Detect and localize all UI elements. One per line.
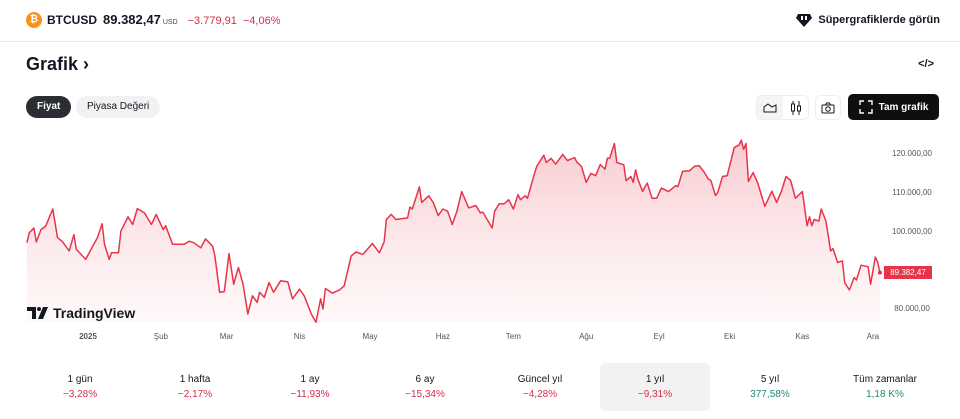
period-change: −15,34% (405, 389, 445, 400)
x-tick-label: Ağu (579, 332, 594, 341)
tab-price[interactable]: Fiyat (26, 96, 72, 118)
symbol-name: BTCUSD (47, 13, 97, 27)
chart-section-title[interactable]: Grafik › (26, 54, 89, 75)
period-6[interactable]: 5 yıl 377,58% (715, 363, 825, 411)
x-tick-label: Haz (435, 332, 450, 341)
tradingview-logo: TradingView (27, 305, 135, 321)
period-5[interactable]: 1 yıl −9,31% (600, 363, 710, 411)
period-label: Tüm zamanlar (853, 374, 917, 385)
period-change: −9,31% (637, 389, 673, 400)
area-chart-icon (763, 102, 777, 112)
supercharts-label: Süpergrafiklerde görün (818, 14, 940, 26)
period-label: Güncel yıl (517, 374, 563, 385)
embed-code-icon[interactable]: </> (918, 58, 934, 70)
chart-type-group (756, 95, 809, 120)
fullscreen-label: Tam grafik (878, 101, 929, 113)
symbol-header (0, 0, 960, 42)
period-7[interactable]: Tüm zamanlar 1,18 K% (830, 363, 940, 411)
last-price-tag: 89.382,47 (884, 266, 932, 279)
x-tick-label: Tem (505, 332, 521, 341)
price-change-pct: −4,06% (242, 15, 281, 27)
period-change: 377,58% (750, 389, 790, 400)
period-change: −11,93% (290, 389, 330, 400)
x-tick-label: Nis (293, 332, 306, 341)
fullscreen-chart-button[interactable]: Tam grafik (848, 94, 939, 120)
current-price: 89.382,47 (103, 12, 161, 27)
price-area-fill (26, 140, 880, 323)
title-text: Grafik (26, 54, 79, 74)
period-label: 1 ay (300, 374, 320, 385)
period-4[interactable]: Güncel yıl −4,28% (485, 363, 595, 411)
last-price-dot (877, 270, 882, 275)
period-label: 1 yıl (645, 374, 665, 385)
tab-market-cap[interactable]: Piyasa Değeri (76, 96, 161, 118)
period-label: 1 gün (67, 374, 93, 385)
fullscreen-icon (858, 100, 873, 114)
candle-chart-button[interactable] (783, 96, 809, 119)
tradingview-wordmark: TradingView (53, 305, 136, 321)
x-tick-label: Eki (723, 332, 736, 341)
period-change: 1,18 K% (866, 389, 904, 400)
price-change: −3.779,91 (187, 15, 237, 27)
price-chart[interactable] (0, 0, 960, 350)
x-tick-label: Mar (219, 332, 234, 341)
symbol-summary: ₿ BTCUSD 89.382,47 USD −3.779,91 −4,06% (26, 12, 287, 28)
x-tick-label: May (362, 332, 378, 341)
period-change: −3,28% (62, 389, 98, 400)
y-tick-label: 110.000,00 (892, 187, 932, 197)
chevron-right-icon: › (83, 54, 90, 74)
camera-icon (821, 102, 835, 113)
period-1[interactable]: 1 hafta −2,17% (140, 363, 250, 411)
snapshot-button[interactable] (815, 95, 841, 120)
y-tick-label: 100.000,00 (891, 226, 933, 236)
currency: USD (162, 19, 178, 26)
x-tick-label: 2025 (79, 332, 97, 341)
period-2[interactable]: 1 ay −11,93% (255, 363, 365, 411)
x-tick-label: Kas (795, 332, 810, 341)
period-label: 5 yıl (760, 374, 780, 385)
y-tick-label: 80.000,00 (894, 304, 930, 313)
candles-icon (791, 100, 801, 115)
x-tick-label: Eyl (653, 332, 665, 341)
tradingview-logo-icon (27, 307, 48, 319)
area-chart-button[interactable] (757, 96, 783, 119)
y-tick-label: 120.000,00 (891, 149, 933, 158)
x-tick-label: Şub (153, 332, 168, 341)
x-tick-label: Ara (866, 332, 880, 341)
period-label: 1 hafta (179, 374, 211, 385)
period-3[interactable]: 6 ay −15,34% (370, 363, 480, 411)
price-line (26, 139, 881, 323)
period-change: −4,28% (522, 389, 558, 400)
period-label: 6 ay (415, 374, 435, 385)
bitcoin-icon: ₿ (26, 12, 42, 28)
period-change: −2,17% (177, 389, 213, 400)
supercharts-link[interactable]: Süpergrafiklerde görün (796, 13, 940, 27)
period-0[interactable]: 1 gün −3,28% (25, 363, 135, 411)
supercharts-icon (796, 14, 813, 27)
